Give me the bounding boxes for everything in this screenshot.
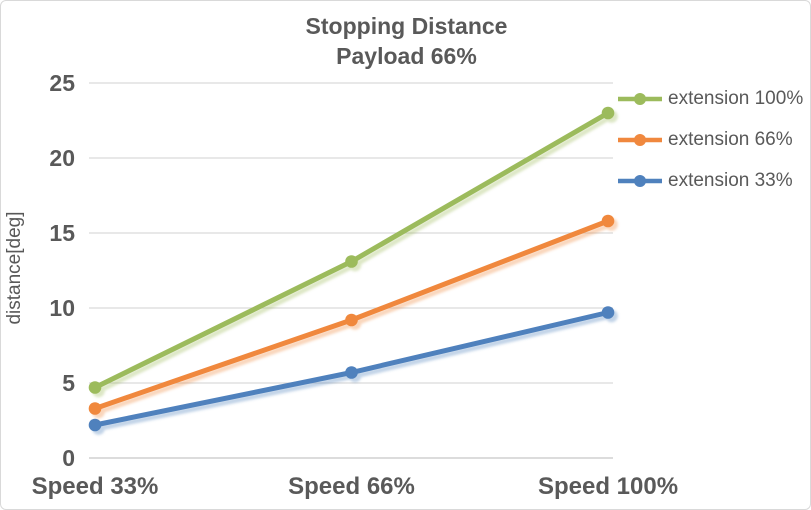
data-point-marker: [601, 306, 615, 319]
x-category-label-1: Speed 33%: [31, 473, 159, 500]
y-tick-label-15: 15: [49, 220, 75, 246]
data-point-marker: [601, 106, 615, 120]
legend-item-extension-66-: extension 66%: [617, 126, 803, 154]
y-tick-label-5: 5: [62, 370, 75, 396]
series-extension-66-: [88, 214, 615, 415]
legend-label: extension 33%: [668, 170, 793, 191]
x-category-label-2: Speed 66%: [288, 473, 415, 500]
data-point-marker: [345, 313, 358, 327]
data-point-marker: [88, 381, 102, 394]
chart-title-line2: Payload 66%: [336, 43, 477, 69]
chart-title: Stopping Distance Payload 66%: [1, 11, 810, 71]
y-tick-label-0: 0: [62, 445, 75, 471]
legend: extension 100% extension 66% extension 33%: [617, 85, 803, 195]
data-point-marker: [601, 214, 615, 228]
y-tick-label-25: 25: [49, 70, 75, 96]
legend-marker-icon: [618, 134, 662, 146]
y-tick-label-10: 10: [49, 295, 75, 321]
data-point-marker: [345, 366, 358, 379]
y-tick-label-20: 20: [49, 145, 75, 171]
legend-label: extension 100%: [668, 88, 804, 109]
x-category-label-3: Speed 100%: [537, 473, 679, 500]
chart-title-line1: Stopping Distance: [305, 13, 508, 39]
legend-label: extension 66%: [668, 129, 793, 150]
legend-item-extension-100-: extension 100%: [617, 85, 803, 113]
legend-marker-icon: [618, 175, 662, 187]
data-point-marker: [345, 255, 358, 268]
data-point-marker: [88, 418, 102, 432]
data-point-marker: [88, 402, 102, 415]
legend-marker-icon: [618, 93, 662, 105]
series-extension-33-: [88, 306, 615, 432]
series-extension-100-: [88, 106, 615, 394]
legend-item-extension-33-: extension 33%: [617, 167, 803, 195]
